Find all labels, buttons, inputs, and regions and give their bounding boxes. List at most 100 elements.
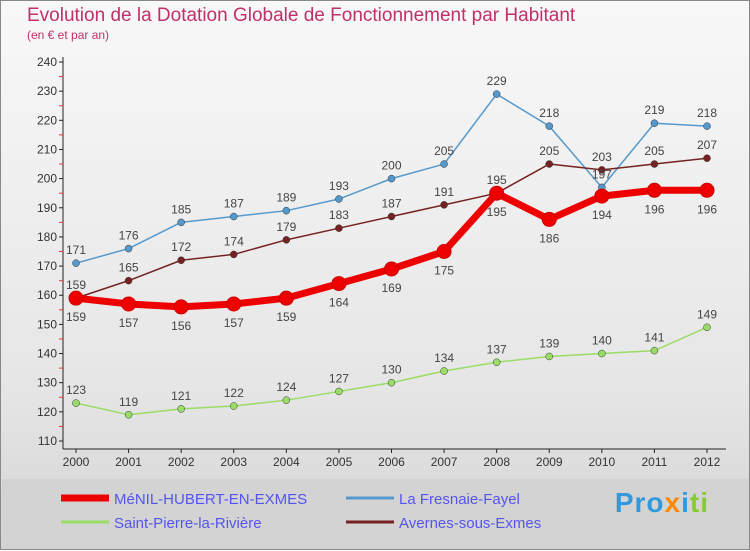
data-point xyxy=(440,201,448,209)
y-tick-label: 220 xyxy=(37,113,57,127)
data-label: 157 xyxy=(224,316,244,330)
data-label: 218 xyxy=(539,106,559,120)
legend-label: MéNIL-HUBERT-EN-EXMES xyxy=(114,491,307,508)
x-tick-label: 2005 xyxy=(326,455,353,469)
data-point xyxy=(650,346,659,355)
data-label: 127 xyxy=(329,371,349,385)
data-point xyxy=(121,296,137,312)
data-point xyxy=(650,160,659,168)
legend-background xyxy=(2,479,749,549)
data-label: 176 xyxy=(119,229,139,243)
data-point xyxy=(124,244,133,253)
x-tick-label: 2012 xyxy=(694,455,721,469)
data-point xyxy=(177,218,185,227)
data-point xyxy=(650,119,659,127)
data-label: 164 xyxy=(329,296,349,310)
data-point xyxy=(124,276,133,285)
x-tick-label: 2001 xyxy=(115,455,142,469)
y-tick-label: 190 xyxy=(37,201,57,215)
data-point xyxy=(440,367,448,375)
data-point xyxy=(282,396,291,404)
data-label: 121 xyxy=(171,389,191,403)
data-label: 229 xyxy=(487,74,507,88)
data-point xyxy=(124,411,133,419)
y-tick-label: 150 xyxy=(37,317,57,331)
data-point xyxy=(72,259,80,267)
data-point xyxy=(230,212,238,221)
y-tick-label: 110 xyxy=(38,434,57,448)
legend-label: La Fresnaie-Fayel xyxy=(399,491,520,508)
data-point xyxy=(335,387,343,396)
data-point xyxy=(492,90,501,98)
data-point xyxy=(598,349,606,358)
data-label: 203 xyxy=(592,150,612,164)
x-tick-label: 2007 xyxy=(431,455,458,469)
x-tick-label: 2011 xyxy=(642,455,668,469)
data-point xyxy=(387,212,396,221)
data-point xyxy=(331,276,347,292)
data-point xyxy=(703,323,711,332)
data-label: 122 xyxy=(224,386,244,400)
data-label: 134 xyxy=(434,351,454,365)
data-label: 175 xyxy=(434,264,454,278)
y-tick-label: 120 xyxy=(37,405,57,419)
data-label: 205 xyxy=(434,144,454,158)
data-point xyxy=(230,250,238,259)
x-tick-label: 2000 xyxy=(63,455,90,469)
data-label: 218 xyxy=(697,106,717,120)
data-point xyxy=(594,188,610,204)
data-point xyxy=(278,290,294,306)
data-label: 171 xyxy=(66,243,86,257)
data-label: 195 xyxy=(487,205,507,219)
chart-subtitle: (en € et par an) xyxy=(27,28,110,42)
legend-label: Avernes-sous-Exmes xyxy=(399,515,541,532)
data-point xyxy=(387,174,396,183)
data-label: 196 xyxy=(697,202,717,216)
data-point xyxy=(335,195,343,203)
data-label: 156 xyxy=(171,319,191,333)
data-point xyxy=(384,261,399,277)
data-label: 186 xyxy=(539,231,559,245)
data-label: 195 xyxy=(487,173,507,187)
data-point xyxy=(177,256,185,264)
x-tick-label: 2010 xyxy=(588,455,615,469)
y-tick-label: 140 xyxy=(37,347,57,361)
data-label: 187 xyxy=(224,197,244,211)
data-point xyxy=(282,206,291,215)
data-label: 137 xyxy=(487,342,507,356)
y-tick-label: 170 xyxy=(37,259,57,273)
data-point xyxy=(545,122,553,130)
y-tick-label: 160 xyxy=(37,288,57,302)
legend-label: Saint-Pierre-la-Rivière xyxy=(114,515,262,532)
data-label: 187 xyxy=(381,197,401,211)
data-point xyxy=(598,166,606,174)
y-tick-label: 230 xyxy=(37,84,57,98)
data-label: 189 xyxy=(276,191,296,205)
data-point xyxy=(541,211,557,227)
proxiti-logo: Proxiti xyxy=(614,487,709,518)
data-label: 159 xyxy=(66,310,86,324)
data-label: 193 xyxy=(329,179,349,193)
data-point xyxy=(436,244,452,259)
data-point xyxy=(703,122,711,130)
x-tick-label: 2003 xyxy=(220,455,247,469)
y-tick-label: 210 xyxy=(37,142,57,156)
data-point xyxy=(440,160,448,168)
data-label: 169 xyxy=(381,281,401,295)
chart-title: Evolution de la Dotation Globale de Fonc… xyxy=(27,5,576,26)
x-tick-label: 2002 xyxy=(168,455,195,469)
data-label: 205 xyxy=(644,144,664,158)
data-label: 159 xyxy=(276,310,296,324)
data-label: 194 xyxy=(592,208,612,222)
data-label: 157 xyxy=(119,316,139,330)
data-label: 123 xyxy=(66,383,86,397)
data-point xyxy=(177,405,185,413)
data-label: 139 xyxy=(539,336,559,350)
data-point xyxy=(387,378,396,387)
data-label: 130 xyxy=(381,363,401,377)
data-label: 207 xyxy=(697,138,717,152)
data-label: 149 xyxy=(697,307,717,321)
data-label: 141 xyxy=(644,331,664,345)
